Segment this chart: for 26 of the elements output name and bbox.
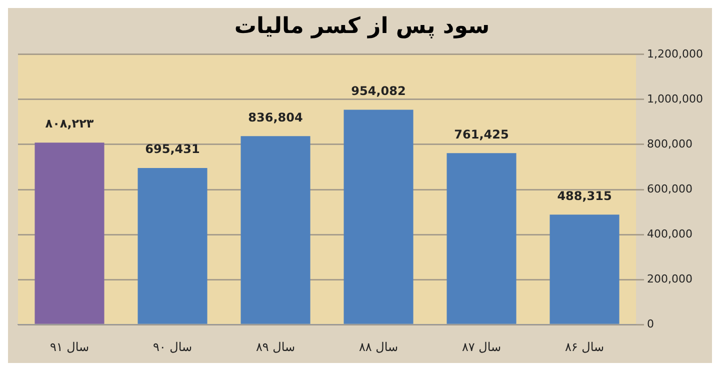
bar [138, 168, 208, 324]
data-label: 954,082 [351, 84, 406, 98]
data-label: ۸۰۸,۲۲۳ [45, 116, 94, 131]
data-label: 488,315 [557, 188, 612, 203]
chart-title: سود پس از کسر مالیات [234, 14, 490, 39]
y-tick-label: 1,200,000 [647, 47, 703, 60]
data-label: 695,431 [145, 142, 200, 156]
x-tick-label: سال ۹۰ [152, 340, 192, 354]
y-tick-label: 600,000 [647, 182, 693, 196]
bar [240, 136, 310, 324]
x-tick-label: سال ۹۱ [50, 340, 90, 354]
bar [34, 142, 104, 324]
x-tick-label: سال ۸۹ [256, 340, 296, 354]
bar [550, 214, 620, 324]
y-tick-label: 200,000 [647, 272, 693, 286]
x-tick-label: سال ۸۶ [564, 340, 604, 354]
y-tick-label: 400,000 [647, 227, 693, 240]
bar [446, 153, 516, 324]
y-tick-label: 1,000,000 [647, 92, 703, 106]
y-tick-label: 0 [647, 317, 654, 330]
bar [344, 110, 414, 324]
x-tick-label: سال ۸۸ [358, 340, 398, 354]
y-tick-label: 800,000 [647, 137, 693, 150]
data-label: 761,425 [454, 127, 509, 142]
data-label: 836,804 [248, 110, 303, 124]
x-tick-label: سال ۸۷ [462, 340, 502, 354]
